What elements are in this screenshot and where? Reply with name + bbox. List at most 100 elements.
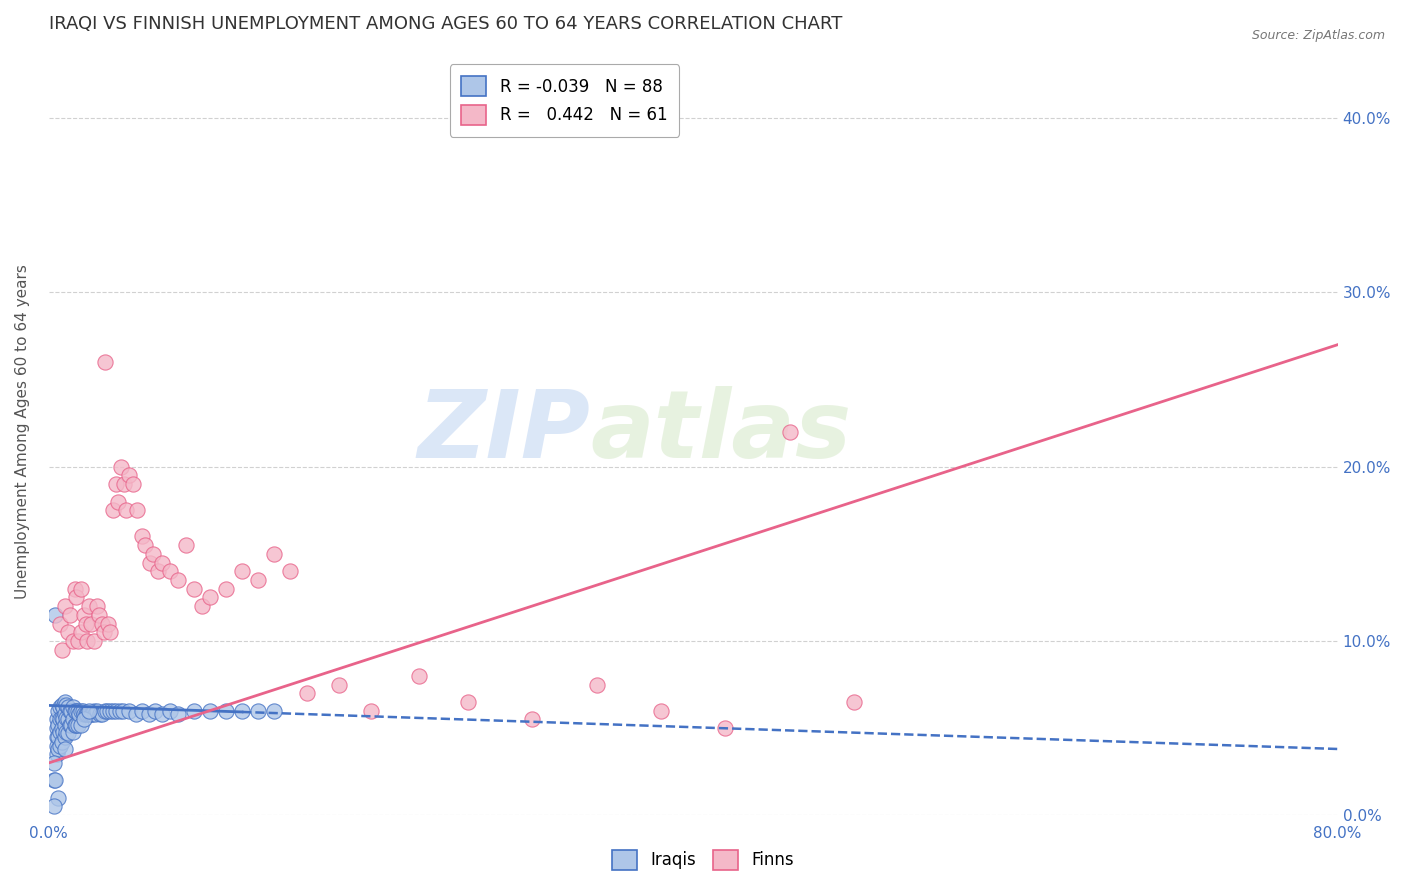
Point [53, 717, 76, 731]
Point [247, 704, 270, 718]
Point [52, 712, 75, 726]
Point [76, 634, 98, 648]
Point [108, 704, 131, 718]
Point [360, 704, 382, 718]
Point [166, 707, 188, 722]
Point [66, 717, 89, 731]
Point [56, 712, 79, 726]
Point [134, 538, 156, 552]
Point [44, 607, 66, 622]
Point [98, 704, 121, 718]
Point [90, 616, 112, 631]
Point [49, 700, 72, 714]
Point [77, 704, 100, 718]
Point [231, 704, 253, 718]
Point [79, 707, 101, 722]
Text: ZIP: ZIP [418, 386, 591, 478]
Point [59, 607, 82, 622]
Legend: Iraqis, Finns: Iraqis, Finns [606, 843, 800, 877]
Point [198, 591, 221, 605]
Point [55, 711, 77, 725]
Point [118, 704, 141, 718]
Point [62, 712, 84, 726]
Point [45, 712, 67, 726]
Point [159, 704, 181, 718]
Point [51, 642, 73, 657]
Point [63, 717, 86, 731]
Point [86, 599, 108, 613]
Point [143, 704, 166, 718]
Point [93, 625, 115, 640]
Point [73, 707, 96, 722]
Text: IRAQI VS FINNISH UNEMPLOYMENT AMONG AGES 60 TO 64 YEARS CORRELATION CHART: IRAQI VS FINNISH UNEMPLOYMENT AMONG AGES… [49, 15, 842, 33]
Point [118, 468, 141, 483]
Point [247, 573, 270, 587]
Point [49, 616, 72, 631]
Point [139, 556, 162, 570]
Point [328, 677, 350, 691]
Point [131, 529, 153, 543]
Point [174, 538, 197, 552]
Point [779, 425, 801, 439]
Point [60, 704, 83, 718]
Point [75, 616, 97, 631]
Point [62, 700, 84, 714]
Point [48, 742, 70, 756]
Point [67, 707, 90, 722]
Point [55, 724, 77, 739]
Point [44, 773, 66, 788]
Point [59, 704, 82, 718]
Point [89, 707, 111, 722]
Point [215, 704, 238, 718]
Point [280, 564, 302, 578]
Y-axis label: Unemployment Among Ages 60 to 64 years: Unemployment Among Ages 60 to 64 years [15, 264, 30, 599]
Point [650, 704, 672, 718]
Point [714, 721, 737, 735]
Point [79, 616, 101, 631]
Point [77, 599, 100, 613]
Point [48, 704, 70, 718]
Point [97, 616, 120, 631]
Point [96, 704, 118, 718]
Point [844, 695, 866, 709]
Point [98, 625, 121, 640]
Point [70, 625, 93, 640]
Point [45, 739, 67, 753]
Point [51, 698, 73, 713]
Point [105, 704, 128, 718]
Point [111, 704, 134, 718]
Point [65, 717, 87, 731]
Point [45, 730, 67, 744]
Point [63, 704, 86, 718]
Point [66, 704, 89, 718]
Point [55, 698, 77, 713]
Point [166, 573, 188, 587]
Point [183, 582, 205, 596]
Point [72, 704, 94, 718]
Point [107, 494, 129, 508]
Text: atlas: atlas [591, 386, 852, 478]
Point [191, 599, 214, 613]
Point [121, 477, 143, 491]
Point [51, 735, 73, 749]
Point [52, 724, 75, 739]
Point [66, 634, 89, 648]
Point [42, 756, 65, 770]
Point [150, 707, 173, 722]
Point [62, 724, 84, 739]
Point [131, 704, 153, 718]
Point [295, 686, 318, 700]
Point [114, 477, 136, 491]
Point [49, 739, 72, 753]
Point [51, 721, 73, 735]
Point [45, 721, 67, 735]
Point [138, 707, 160, 722]
Point [585, 677, 607, 691]
Point [263, 547, 285, 561]
Point [60, 717, 83, 731]
Point [42, 773, 65, 788]
Point [125, 707, 148, 722]
Point [42, 799, 65, 814]
Point [103, 704, 125, 718]
Point [49, 724, 72, 739]
